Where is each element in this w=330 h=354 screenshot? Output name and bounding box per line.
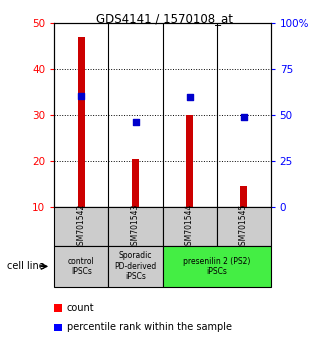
Bar [162, 246, 271, 287]
Point [133, 120, 138, 125]
Text: control
IPSCs: control IPSCs [68, 257, 95, 276]
Bar [162, 207, 216, 246]
Bar [54, 207, 109, 246]
Text: count: count [67, 303, 94, 313]
Point [79, 93, 84, 98]
Text: percentile rank within the sample: percentile rank within the sample [67, 322, 232, 332]
Bar [216, 207, 271, 246]
Text: GSM701543: GSM701543 [131, 203, 140, 250]
Text: Sporadic
PD-derived
iPSCs: Sporadic PD-derived iPSCs [115, 251, 157, 281]
Point [241, 114, 246, 120]
Bar [109, 207, 162, 246]
Bar [78, 37, 85, 207]
Text: cell line: cell line [7, 261, 44, 272]
Text: GSM701542: GSM701542 [77, 204, 86, 250]
Point [187, 94, 192, 99]
Text: GSM701545: GSM701545 [239, 203, 248, 250]
Text: presenilin 2 (PS2)
iPSCs: presenilin 2 (PS2) iPSCs [183, 257, 250, 276]
Text: GSM701544: GSM701544 [185, 203, 194, 250]
Bar [186, 115, 193, 207]
Bar [132, 159, 139, 207]
Text: GDS4141 / 1570108_at: GDS4141 / 1570108_at [96, 12, 234, 25]
Bar [54, 246, 109, 287]
Bar [240, 186, 247, 207]
Bar [109, 246, 162, 287]
